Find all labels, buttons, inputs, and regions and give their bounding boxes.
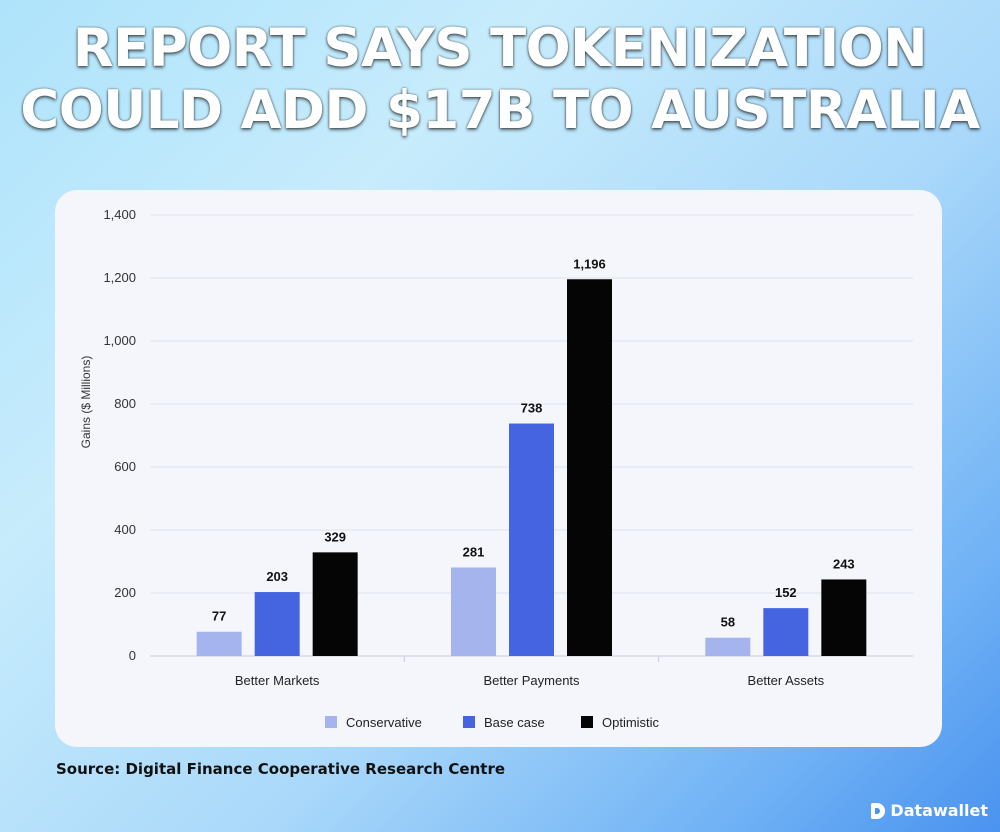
data-label: 152	[775, 585, 797, 600]
data-label: 281	[463, 544, 485, 559]
y-tick-label: 1,000	[103, 333, 136, 348]
bar	[254, 592, 300, 656]
data-label: 1,196	[573, 256, 606, 271]
y-tick-label: 0	[129, 648, 136, 663]
legend-label: Optimistic	[602, 715, 660, 730]
legend-swatch	[581, 716, 593, 728]
data-label: 77	[212, 609, 226, 624]
y-tick-label: 800	[114, 396, 136, 411]
bars: 77 203 329 281 738 1,196 58 152 243	[196, 256, 867, 656]
brand-logo: Datawallet	[871, 801, 988, 820]
headline: REPORT SAYS TOKENIZATION COULD ADD $17B …	[0, 18, 1000, 142]
bar	[567, 279, 612, 656]
headline-line-1: REPORT SAYS TOKENIZATION	[72, 18, 928, 79]
bar-chart: 0 200 400 600 800 1,000 1,200 1,400 Gains ($ Mi…	[79, 207, 913, 730]
y-tick-label: 200	[114, 585, 136, 600]
x-tick-label: Better Markets	[235, 673, 320, 688]
bar	[451, 567, 496, 656]
bar	[196, 631, 242, 656]
bar	[509, 423, 554, 656]
y-axis-ticks: 0 200 400 600 800 1,000 1,200 1,400	[103, 207, 136, 663]
y-tick-label: 400	[114, 522, 136, 537]
y-axis-label: Gains ($ Millions)	[79, 356, 93, 449]
data-label: 329	[324, 529, 346, 544]
legend: Conservative Base case Optimistic	[325, 715, 660, 730]
data-label: 203	[266, 569, 288, 584]
bar	[821, 579, 867, 656]
brand-name: Datawallet	[890, 801, 988, 820]
chart-card: 0 200 400 600 800 1,000 1,200 1,400 Gains ($ Mi…	[55, 190, 942, 747]
x-axis: Better Markets Better Payments Better Asse…	[235, 656, 825, 688]
legend-swatch	[463, 716, 475, 728]
y-tick-label: 1,400	[103, 207, 136, 222]
source-caption: Source: Digital Finance Cooperative Rese…	[56, 760, 506, 778]
x-tick-label: Better Assets	[748, 673, 825, 688]
data-label: 58	[721, 615, 735, 630]
datawallet-logo-icon	[871, 802, 886, 819]
bar	[763, 608, 809, 656]
bar	[312, 552, 358, 656]
data-label: 243	[833, 556, 855, 571]
data-label: 738	[521, 401, 543, 416]
y-tick-label: 600	[114, 459, 136, 474]
x-tick-label: Better Payments	[483, 673, 580, 688]
bar	[705, 637, 751, 656]
legend-label: Base case	[484, 715, 545, 730]
headline-line-2: COULD ADD $17B TO AUSTRALIA	[20, 80, 980, 141]
y-tick-label: 1,200	[103, 270, 136, 285]
legend-swatch	[325, 716, 337, 728]
legend-label: Conservative	[346, 715, 422, 730]
